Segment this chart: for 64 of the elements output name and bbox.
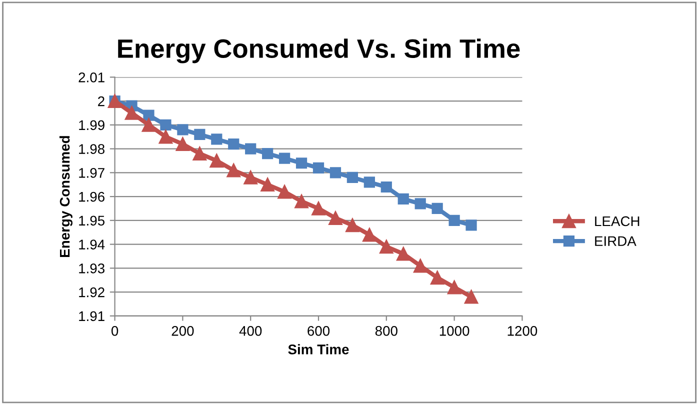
y-tick-label: 2 [98,96,104,106]
point [260,178,275,192]
chart-title: Energy Consumed Vs. Sim Time [118,38,520,64]
point [192,146,207,161]
legend-label: EIRDA [595,236,636,246]
y-tick-label: 1.97 [79,168,104,178]
point [194,128,206,140]
y-axis-title: Energy Consumed [59,136,72,257]
y-tick-label: 2.01 [78,72,104,82]
point [447,280,462,294]
point [328,211,342,225]
point [244,170,258,184]
x-tick-label: 0 [111,326,118,336]
point [278,152,290,164]
y-tick-label: 1.93 [79,264,104,274]
point [396,246,410,261]
point [158,130,173,144]
point [176,137,190,151]
point [262,148,274,160]
point [448,214,460,226]
point [414,198,426,210]
y-tick-label: 1.92 [79,287,104,298]
point [210,154,224,168]
point [362,228,376,242]
point [278,184,292,199]
point [380,181,392,193]
point [364,176,375,188]
point [177,124,188,136]
point [432,202,443,214]
x-tick-label: 400 [239,326,262,336]
point [294,194,308,208]
point [398,193,409,204]
x-tick-label: 1000 [440,326,470,336]
legend-label: LEACH [595,216,640,226]
point [124,106,139,120]
point [296,158,308,169]
x-tick-label: 200 [172,326,194,336]
point [346,172,358,183]
y-tick-label: 1.91 [79,311,104,322]
point [312,162,324,174]
point [143,110,154,121]
y-tick-label: 1.95 [79,216,104,226]
x-tick-label: 600 [308,326,330,336]
point [379,240,394,254]
x-axis-title: Sim Time [288,344,349,354]
point [245,143,256,154]
point [142,118,156,132]
point [211,134,222,145]
x-tick-label: 1200 [508,326,538,336]
point [413,258,428,273]
point [346,218,360,232]
point [464,290,478,304]
point [466,220,477,231]
point [160,119,172,130]
y-tick-label: 1.96 [79,192,104,202]
y-tick-label: 1.94 [79,240,105,250]
point [330,167,342,178]
point [228,138,240,150]
point [312,202,326,216]
x-tick-label: 800 [375,326,398,336]
point [430,270,444,285]
point [226,163,241,178]
y-tick-label: 1.98 [79,144,104,154]
y-tick-label: 1.99 [79,120,104,130]
